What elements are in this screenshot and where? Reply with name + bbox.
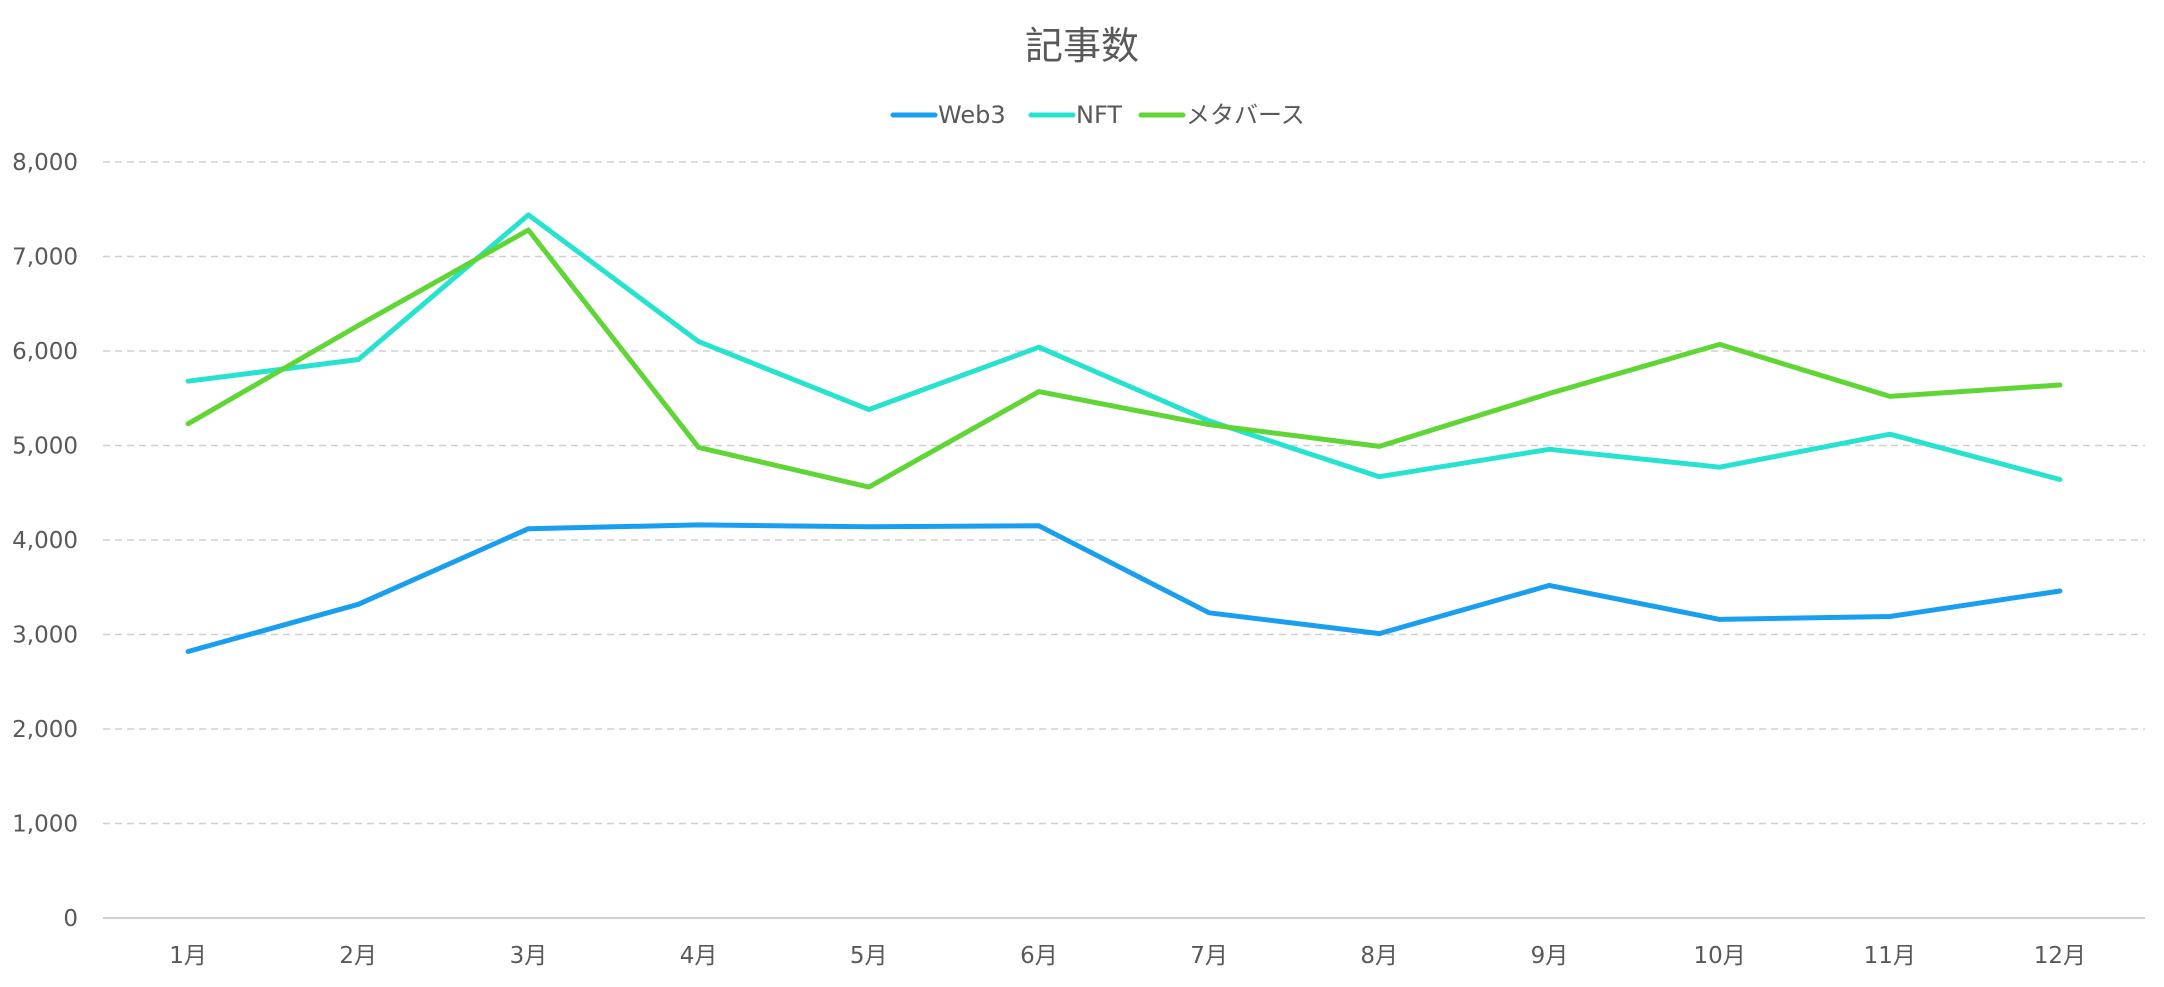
x-tick-label: 3月: [510, 943, 548, 969]
legend-item: NFT: [1028, 101, 1122, 129]
x-axis-ticks: 1月 2月 3月 4月 5月 6月 7月 8月 9月 10月 11月 12月: [169, 943, 2086, 969]
y-tick-label: 6,000: [12, 339, 78, 365]
y-tick-label: 2,000: [12, 717, 78, 743]
x-tick-label: 2月: [339, 943, 377, 969]
legend-item: Web3: [890, 101, 1006, 129]
x-tick-label: 4月: [680, 943, 718, 969]
y-tick-label: 7,000: [12, 245, 78, 271]
x-tick-label: 6月: [1020, 943, 1058, 969]
y-tick-label: 0: [63, 906, 78, 932]
legend-label: Web3: [938, 101, 1006, 129]
y-tick-label: 4,000: [12, 528, 78, 554]
y-tick-label: 5,000: [12, 434, 78, 460]
gridlines: [103, 161, 2145, 919]
x-tick-label: 8月: [1360, 943, 1398, 969]
y-axis-ticks: 0 1,000 2,000 3,000 4,000 5,000 6,000 7,000 8,00…: [12, 150, 78, 932]
chart-title: 記事数: [1025, 24, 1139, 68]
x-tick-label: 11月: [1864, 943, 1916, 969]
series-line: [185, 227, 2063, 490]
legend: Web3 NFT メタバース: [890, 101, 1305, 129]
x-tick-label: 10月: [1693, 943, 1745, 969]
x-tick-label: 7月: [1190, 943, 1228, 969]
y-tick-label: 8,000: [12, 150, 78, 176]
y-tick-label: 1,000: [12, 812, 78, 838]
x-tick-label: 1月: [169, 943, 207, 969]
legend-item: メタバース: [1138, 101, 1305, 129]
legend-label: NFT: [1076, 101, 1122, 129]
x-tick-label: 5月: [850, 943, 888, 969]
series-lines: [185, 212, 2063, 654]
legend-label: メタバース: [1186, 101, 1305, 129]
x-tick-label: 12月: [2034, 943, 2086, 969]
y-tick-label: 3,000: [12, 623, 78, 649]
series-line: [185, 212, 2063, 482]
series-line: [185, 522, 2063, 654]
x-tick-label: 9月: [1531, 943, 1569, 969]
